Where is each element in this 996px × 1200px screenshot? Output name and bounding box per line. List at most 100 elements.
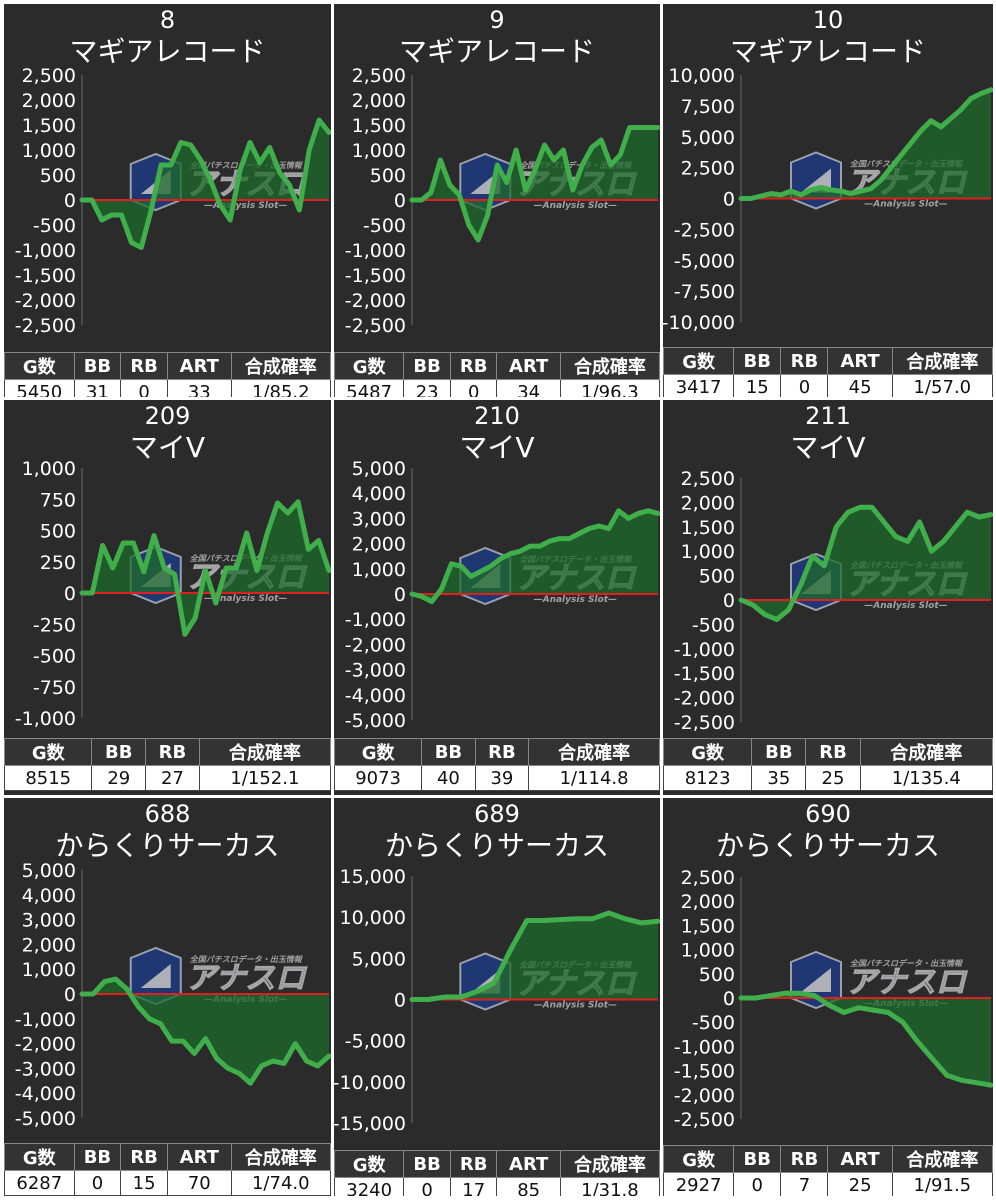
stats-value-cell: 8515 xyxy=(4,765,93,791)
y-tick-label: -2,500 xyxy=(674,712,735,734)
stats-header-cell: G数 xyxy=(334,352,405,380)
svg-text:アナスロ: アナスロ xyxy=(846,965,967,1000)
difference-line xyxy=(79,976,331,1086)
stats-value-cell: 6287 xyxy=(4,1170,75,1196)
y-tick-label: -5,000 xyxy=(345,710,406,732)
stats-value-cell: 7 xyxy=(780,1172,829,1196)
stats-header-cell: RB xyxy=(120,352,168,380)
stats-header-cell: 合成確率 xyxy=(528,738,660,766)
chart-svg: 2,5002,0001,5001,0005000-500-1,000-1,500… xyxy=(674,867,993,1131)
y-tick-label: 1,500 xyxy=(681,915,735,937)
y-tick-label: 2,000 xyxy=(681,891,735,913)
machine-name: マギアレコード xyxy=(69,35,266,68)
y-tick-label: -2,000 xyxy=(15,1034,76,1056)
stats-value-cell: 29 xyxy=(91,765,147,791)
y-tick-label: 0 xyxy=(64,583,76,605)
stats-value-cell: 45 xyxy=(827,374,893,397)
chart-panel: 211 マイV 2,500 2,000 1,500 1,000 500 0 -500 -1,000… xyxy=(663,400,993,795)
y-tick-label: -1,500 xyxy=(345,265,406,287)
y-tick-label: 2,500 xyxy=(681,867,735,889)
stats-header-cell: 合成確率 xyxy=(859,738,993,766)
difference-line xyxy=(409,125,660,243)
area-fill xyxy=(82,979,329,1084)
stats-value-cell: 34 xyxy=(496,379,561,397)
stats-value-cell: 1/91.5 xyxy=(891,1172,993,1196)
difference-line xyxy=(738,87,993,201)
stats-value-cell: 85 xyxy=(496,1177,561,1196)
stats-table: G数 BB RB ART 合成確率 2927 0 7 25 1/91.5 xyxy=(663,1145,993,1196)
stats-value-cell: 0 xyxy=(73,1170,122,1196)
y-tick-label: 2,000 xyxy=(352,534,406,556)
difference-line xyxy=(79,117,331,250)
machine-name: からくりサーカス xyxy=(55,829,280,862)
stats-header-cell: RB xyxy=(474,738,530,766)
stats-header-cell: BB xyxy=(751,738,807,766)
y-tick-label: 4,000 xyxy=(352,483,406,505)
chart-svg: 1,0007505002500-250-500-750-1,000全国パチスロデ… xyxy=(15,458,331,730)
y-tick-label: -2,500 xyxy=(15,315,76,337)
stats-header-cell: BB xyxy=(403,352,451,380)
y-tick-label: -1,500 xyxy=(15,265,76,287)
stats-header-cell: ART xyxy=(166,352,232,380)
y-tick-label: 5,000 xyxy=(681,127,735,149)
y-tick-label: -15,000 xyxy=(334,1113,406,1135)
chart-panel: 689 からくりサーカス 15,000 10,000 5,000 0 -5,000 -10,0… xyxy=(334,798,660,1196)
y-tick-label: -1,000 xyxy=(674,1036,735,1058)
y-tick-label: 4,000 xyxy=(22,885,76,907)
stats-header-cell: BB xyxy=(73,1143,122,1171)
y-tick-label: -4,000 xyxy=(345,685,406,707)
machine-number: 209 xyxy=(144,402,191,430)
y-tick-label: 15,000 xyxy=(340,866,406,888)
stats-header-cell: ART xyxy=(496,1150,561,1178)
y-tick-label: 10,000 xyxy=(669,65,735,87)
y-tick-label: -5,000 xyxy=(674,250,735,272)
chart-panel: 9 マギアレコード 2,500 2,000 1,500 1,000 500 0 -500 -1,0… xyxy=(334,4,660,397)
stats-value-cell: 31 xyxy=(73,379,122,397)
stats-header-cell: G数 xyxy=(663,347,735,375)
stats-header-cell: G数 xyxy=(663,738,753,766)
y-tick-label: -7,500 xyxy=(674,281,735,303)
chart-svg: 5,000 4,000 3,000 2,000 1,000 0 -1,000 -2,000 -3… xyxy=(345,458,660,732)
y-tick-label: -3,000 xyxy=(345,660,406,682)
svg-text:全国パチスロデータ・出玉情報: 全国パチスロデータ・出玉情報 xyxy=(190,954,304,964)
stats-header-cell: BB xyxy=(421,738,476,766)
y-tick-label: 1,000 xyxy=(681,541,735,563)
chart-svg: 2,5002,0001,5001,0005000-500-1,000-1,500… xyxy=(345,65,660,337)
y-tick-label: 1,500 xyxy=(681,517,735,539)
y-tick-label: 2,000 xyxy=(681,492,735,514)
machine-name: からくりサーカス xyxy=(715,829,940,862)
stats-value-cell: 27 xyxy=(145,765,200,791)
machine-number: 9 xyxy=(489,6,505,34)
area-fill xyxy=(412,510,658,602)
machine-number: 689 xyxy=(474,800,520,828)
stats-header-cell: G数 xyxy=(663,1145,735,1173)
y-tick-label: -500 xyxy=(33,646,76,668)
stats-value-cell: 3240 xyxy=(334,1177,405,1196)
svg-text:全国パチスロデータ・出玉情報: 全国パチスロデータ・出玉情報 xyxy=(850,958,964,968)
chart-svg: 2,5002,0001,5001,0005000-500-1,000-1,500… xyxy=(674,468,993,734)
svg-text:アナスロ: アナスロ xyxy=(186,961,307,996)
stats-header-cell: G数 xyxy=(4,352,75,380)
svg-text:—Analysis Slot—: —Analysis Slot— xyxy=(864,200,947,210)
stats-header-cell: 合成確率 xyxy=(230,352,331,380)
stats-table: G数 BB RB ART 合成確率 3417 15 0 45 1/57.0 xyxy=(663,347,993,397)
stats-header-cell: ART xyxy=(827,1145,893,1173)
y-tick-label: -10,000 xyxy=(663,312,735,334)
stats-header-cell: ART xyxy=(166,1143,232,1171)
stats-value-cell: 70 xyxy=(166,1170,232,1196)
chart-panel: 688 からくりサーカス 5,000 4,000 3,000 2,000 1,000 0 -1,… xyxy=(4,798,331,1196)
y-tick-label: -5,000 xyxy=(15,1108,76,1130)
y-tick-label: -1,000 xyxy=(345,240,406,262)
stats-value-cell: 1/74.0 xyxy=(230,1170,331,1196)
y-tick-label: -2,500 xyxy=(674,1109,735,1131)
y-tick-label: 2,000 xyxy=(22,934,76,956)
y-tick-label: -1,500 xyxy=(674,663,735,685)
difference-line xyxy=(409,508,660,605)
y-tick-label: -1,000 xyxy=(345,609,406,631)
stats-header-cell: BB xyxy=(733,1145,782,1173)
y-tick-label: 2,000 xyxy=(352,90,406,112)
y-tick-label: -500 xyxy=(363,215,406,237)
stats-header-cell: 合成確率 xyxy=(559,352,660,380)
area-fill xyxy=(412,127,658,240)
